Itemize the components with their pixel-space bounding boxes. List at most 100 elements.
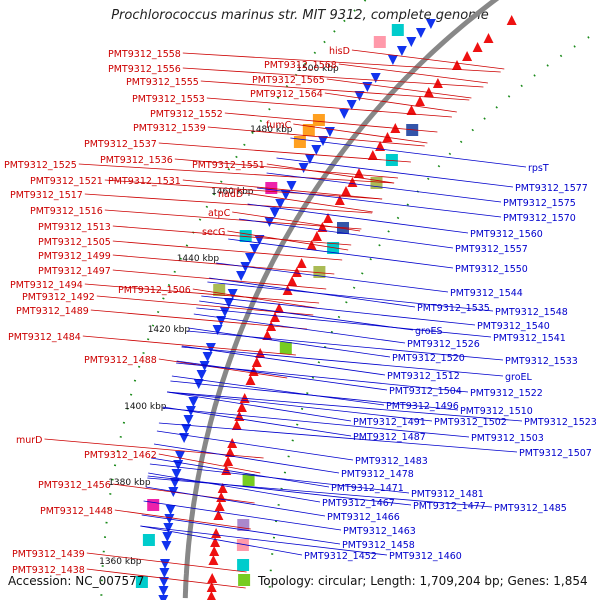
colored-feature-block [236,539,249,551]
reverse-leader-line [193,313,406,344]
forward-gene-label: PMT9312_1521 [30,176,103,187]
reverse-gene-arrow [406,37,417,47]
forward-gene-label: PMT9312_1565 [252,75,325,86]
forward-gene-label: PMT9312_1553 [132,94,205,105]
reverse-gene-label: PMT9312_1502 [434,417,507,428]
forward-gene-arrow [354,168,364,178]
forward-gene-label: PMT9312_1525 [4,160,77,171]
reverse-gene-arrow [311,145,322,155]
forward-leader-line [158,453,261,474]
forward-gene-arrow [216,492,227,502]
forward-leader-line [78,163,395,184]
forward-leader-line [351,49,505,70]
forward-leader-line [182,179,383,200]
forward-gene-arrow [214,501,225,511]
reverse-gene-label: PMT9312_1481 [411,489,484,500]
forward-gene-arrow [347,177,358,187]
reverse-gene-arrow [212,325,223,335]
forward-leader-line [112,254,335,275]
colored-feature-block [385,154,398,166]
reverse-gene-label: PMT9312_1491 [353,417,426,428]
forward-leader-line [174,158,399,179]
reverse-gene-label: PMT9312_1523 [524,417,597,428]
reverse-leader-line [147,475,412,506]
kbp-tick-label: 1440 kbp [177,254,220,264]
reverse-gene-arrow [171,469,182,479]
forward-gene-label: PMT9312_1438 [12,565,85,576]
colored-feature-block [147,499,160,511]
reverse-gene-arrow [269,208,280,218]
forward-gene-label: PMT9312_1506 [118,285,191,296]
forward-gene-arrow [207,573,218,583]
forward-leader-line [182,52,501,73]
colored-feature-block [239,230,252,242]
reverse-leader-line [162,407,470,438]
reverse-gene-arrow [370,73,381,83]
reverse-gene-label: PMT9312_1577 [515,183,588,194]
forward-gene-label: murD [16,435,43,446]
reverse-gene-label: PMT9312_1466 [327,512,400,523]
forward-gene-arrow [236,402,247,412]
reverse-gene-label: PMT9312_1560 [470,229,543,240]
forward-gene-arrow [334,195,345,205]
reverse-gene-label: PMT9312_1504 [389,386,462,397]
reverse-gene-label: PMT9312_1548 [495,307,568,318]
reverse-leader-line [176,362,469,393]
reverse-gene-arrow [196,370,207,380]
forward-gene-arrow [483,33,494,43]
forward-gene-arrow [311,231,322,241]
forward-gene-arrow [367,150,378,160]
forward-gene-label: PMT9312_1517 [10,190,83,201]
forward-leader-line [326,78,472,99]
reverse-gene-label: rpsT [528,163,549,174]
reverse-gene-arrow [223,298,234,308]
reverse-gene-label: PMT9312_1477 [413,501,486,512]
reverse-leader-line [167,391,433,422]
kbp-tick-label: 1500 kbp [296,64,339,74]
reverse-leader-line [162,406,352,437]
reverse-gene-arrow [227,289,238,299]
forward-leader-line [293,123,428,144]
reverse-leader-line [181,346,504,377]
forward-gene-label: PMT9312_1505 [38,237,111,248]
reverse-gene-label: PMT9312_1570 [503,213,576,224]
forward-leader-line [112,240,343,261]
forward-gene-label: hisD [329,46,350,57]
forward-gene-label: PMT9312_1497 [38,266,111,277]
forward-gene-label: PMT9312_1552 [150,109,223,120]
reverse-leader-line [170,380,459,411]
reverse-gene-arrow [236,271,247,281]
forward-gene-arrow [291,267,302,277]
forward-gene-arrow [341,186,351,196]
forward-leader-line [104,209,362,230]
reverse-gene-label: PMT9312_1522 [470,388,543,399]
forward-gene-arrow [227,438,238,448]
reverse-gene-arrow [159,568,170,578]
forward-leader-line [44,438,264,459]
reverse-gene-label: PMT9312_1460 [389,551,462,562]
colored-feature-block [135,576,148,588]
reverse-gene-arrow [396,46,407,56]
reverse-gene-arrow [304,154,315,164]
forward-gene-arrow [317,222,328,232]
forward-gene-label: PMT9312_1484 [8,332,81,343]
forward-leader-line [114,509,251,530]
reverse-gene-arrow [298,163,309,173]
reverse-gene-arrow [162,532,173,542]
reverse-leader-line [141,514,341,545]
forward-gene-arrow [245,375,256,385]
forward-leader-line [84,283,320,304]
forward-gene-arrow [255,348,266,358]
forward-leader-line [192,288,317,309]
reverse-gene-arrow [160,559,170,569]
colored-feature-block [391,24,404,36]
colored-feature-block [293,136,306,148]
accession-label: Accession: NC_007577 [8,574,145,588]
reverse-gene-arrow [346,100,357,110]
forward-gene-label: nadD [218,189,243,200]
reverse-gene-arrow [425,19,436,29]
reverse-gene-label: PMT9312_1520 [392,353,465,364]
forward-gene-arrow [287,276,298,286]
colored-feature-block [313,266,326,278]
